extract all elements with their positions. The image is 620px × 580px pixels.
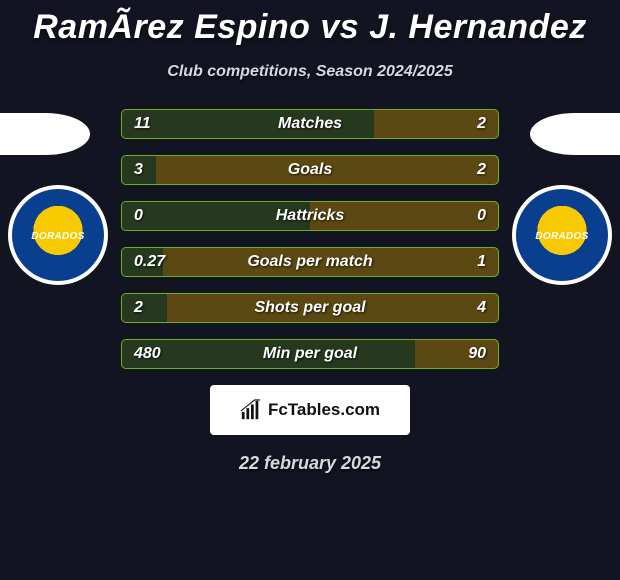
stats-list: 112Matches 32Goals 00Hattricks 0.271Goals p… (121, 109, 499, 369)
player-right-avatar-placeholder (530, 113, 620, 155)
dorados-logo-icon (516, 189, 608, 281)
comparison-panel: 112Matches 32Goals 00Hattricks 0.271Goals p… (0, 109, 620, 474)
stat-label: Matches (122, 110, 498, 138)
stat-label: Goals per match (122, 248, 498, 276)
bar-chart-icon (240, 399, 262, 421)
stat-row: 24Shots per goal (121, 293, 499, 323)
player-right-club-badge (512, 185, 612, 285)
stat-row: 0.271Goals per match (121, 247, 499, 277)
stat-row: 48090Min per goal (121, 339, 499, 369)
date-text: 22 february 2025 (0, 453, 620, 474)
page-title: RamÃ­rez Espino vs J. Hernandez (0, 0, 620, 47)
stat-label: Min per goal (122, 340, 498, 368)
player-left-avatar-placeholder (0, 113, 90, 155)
player-right-column (502, 109, 620, 285)
stat-row: 112Matches (121, 109, 499, 139)
stat-row: 00Hattricks (121, 201, 499, 231)
subtitle: Club competitions, Season 2024/2025 (0, 63, 620, 81)
player-left-column (0, 109, 118, 285)
branding-badge: FcTables.com (210, 385, 410, 435)
stat-label: Goals (122, 156, 498, 184)
stat-label: Shots per goal (122, 294, 498, 322)
dorados-logo-icon (12, 189, 104, 281)
branding-text: FcTables.com (268, 400, 380, 420)
stat-label: Hattricks (122, 202, 498, 230)
stat-row: 32Goals (121, 155, 499, 185)
player-left-club-badge (8, 185, 108, 285)
